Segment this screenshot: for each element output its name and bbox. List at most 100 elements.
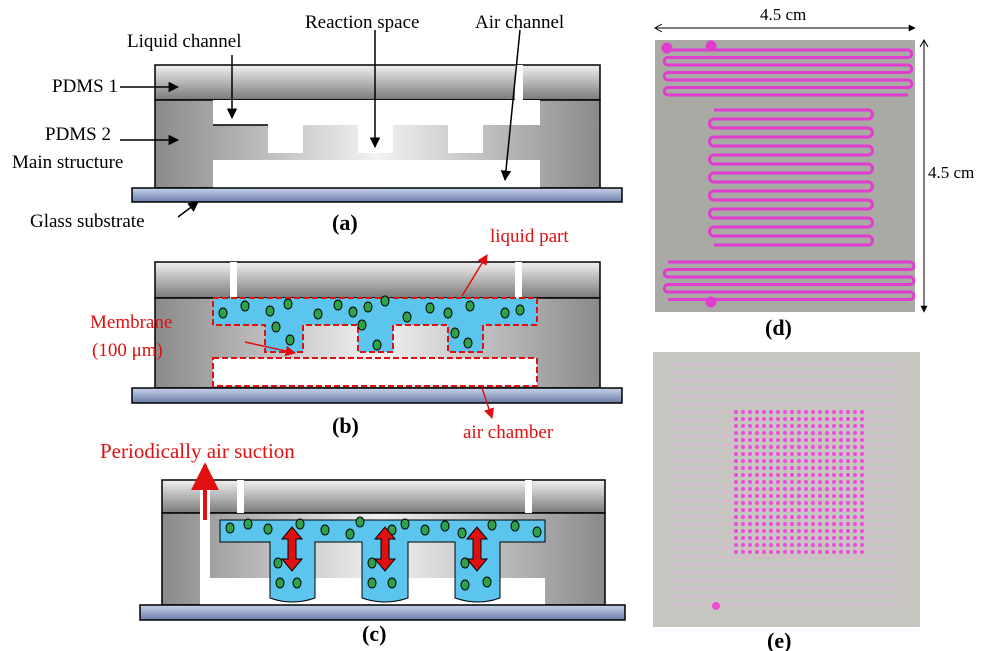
particle (401, 519, 409, 529)
well (832, 473, 836, 477)
label: Reaction space (305, 12, 419, 33)
well (748, 480, 752, 484)
well (734, 452, 738, 456)
well (748, 438, 752, 442)
well (797, 424, 801, 428)
well (818, 445, 822, 449)
well (762, 445, 766, 449)
well (790, 487, 794, 491)
particle (293, 578, 301, 588)
well (762, 480, 766, 484)
well (825, 424, 829, 428)
well (839, 515, 843, 519)
well (790, 529, 794, 533)
well (818, 459, 822, 463)
inlet (515, 262, 522, 298)
well (776, 508, 780, 512)
label: Air channel (475, 12, 564, 33)
well (804, 417, 808, 421)
well (860, 508, 864, 512)
well (818, 501, 822, 505)
label: PDMS 1 (52, 76, 118, 97)
well (734, 487, 738, 491)
well (762, 494, 766, 498)
well (860, 452, 864, 456)
panel-label: (b) (332, 413, 359, 438)
well (797, 515, 801, 519)
well (860, 494, 864, 498)
well (839, 508, 843, 512)
well (811, 438, 815, 442)
well (818, 522, 822, 526)
well (825, 515, 829, 519)
particle (334, 300, 342, 310)
well (797, 501, 801, 505)
well (825, 452, 829, 456)
panel-b (132, 255, 622, 418)
well (853, 501, 857, 505)
particle (421, 525, 429, 535)
well (734, 438, 738, 442)
well (776, 424, 780, 428)
well (741, 459, 745, 463)
well (860, 501, 864, 505)
well (839, 445, 843, 449)
well (741, 508, 745, 512)
well (776, 529, 780, 533)
well (783, 410, 787, 414)
well (797, 466, 801, 470)
inlet (525, 480, 532, 513)
label: 4.5 cm (928, 163, 974, 182)
well (804, 438, 808, 442)
particle (266, 306, 274, 316)
label: PDMS 2 (45, 124, 111, 145)
glass-substrate (132, 388, 622, 403)
well (790, 522, 794, 526)
well (818, 487, 822, 491)
well (797, 508, 801, 512)
well (846, 459, 850, 463)
particle (358, 320, 366, 330)
well (790, 452, 794, 456)
port (712, 602, 720, 610)
well (755, 431, 759, 435)
well (804, 494, 808, 498)
glass-substrate (132, 188, 622, 202)
well (804, 529, 808, 533)
panel-a (120, 30, 622, 217)
well (839, 536, 843, 540)
well (797, 529, 801, 533)
well (769, 417, 773, 421)
well (811, 431, 815, 435)
well (790, 501, 794, 505)
well (783, 501, 787, 505)
well (825, 459, 829, 463)
well (776, 417, 780, 421)
well (762, 487, 766, 491)
well (804, 459, 808, 463)
particle (244, 519, 252, 529)
well (748, 452, 752, 456)
well (755, 522, 759, 526)
well (776, 550, 780, 554)
well (769, 431, 773, 435)
well (825, 410, 829, 414)
well (853, 431, 857, 435)
well (797, 473, 801, 477)
well (748, 424, 752, 428)
well (846, 508, 850, 512)
well (818, 508, 822, 512)
particle (373, 340, 381, 350)
air-chamber (213, 358, 537, 386)
well (825, 417, 829, 421)
well (832, 543, 836, 547)
well (839, 529, 843, 533)
well (839, 452, 843, 456)
well (832, 480, 836, 484)
particle (533, 527, 541, 537)
well (769, 473, 773, 477)
pdms1-layer (155, 262, 600, 298)
well (818, 536, 822, 540)
well (741, 424, 745, 428)
well (818, 424, 822, 428)
